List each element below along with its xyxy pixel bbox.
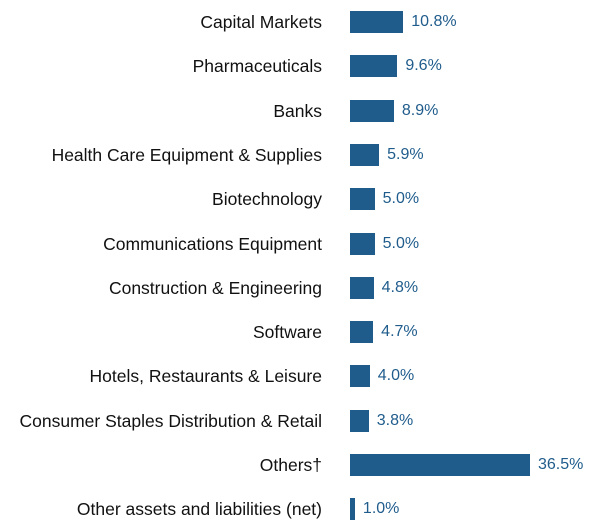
- value-label: 9.6%: [405, 57, 442, 75]
- bar-row: Other assets and liabilities (net) 1.0%: [0, 487, 600, 527]
- value-label: 8.9%: [401, 101, 439, 119]
- category-label: Consumer Staples Distribution & Retail: [19, 410, 323, 431]
- bar: [350, 409, 369, 432]
- bar: [350, 55, 398, 78]
- bar: [350, 365, 370, 388]
- bar-row: Capital Markets 10.8%: [0, 0, 600, 44]
- bar: [350, 321, 374, 344]
- category-label: Health Care Equipment & Supplies: [51, 144, 322, 165]
- value-label: 4.8%: [381, 278, 419, 296]
- bar-row: Pharmaceuticals 9.6%: [0, 44, 600, 88]
- category-label: Software: [252, 322, 322, 343]
- value-label: 4.7%: [381, 323, 418, 341]
- bar: [350, 11, 404, 33]
- bar: [350, 454, 530, 476]
- bar: [350, 99, 394, 122]
- value-label: 10.8%: [411, 13, 457, 30]
- value-label: 5.0%: [382, 234, 420, 252]
- bar: [350, 143, 380, 166]
- category-label: Other assets and liabilities (net): [76, 499, 322, 520]
- category-label: Capital Markets: [200, 12, 322, 32]
- bar-row: Communications Equipment 5.0%: [0, 222, 600, 266]
- value-label: 4.0%: [377, 367, 415, 385]
- bar-row: Software 4.7%: [0, 310, 600, 354]
- category-label: Pharmaceuticals: [192, 56, 322, 77]
- category-label: Biotechnology: [212, 189, 322, 210]
- bar-row: Others† 36.5%: [0, 443, 600, 487]
- category-label: Hotels, Restaurants & Leisure: [89, 366, 322, 387]
- bar-row: Hotels, Restaurants & Leisure 4.0%: [0, 354, 600, 398]
- category-label: Banks: [273, 100, 322, 121]
- value-label: 5.0%: [382, 190, 420, 208]
- bar: [350, 188, 375, 211]
- bar: [350, 276, 374, 299]
- category-label: Others†: [259, 455, 322, 475]
- value-label: 5.9%: [387, 145, 424, 163]
- bar: [350, 498, 355, 521]
- bar-row: Construction & Engineering 4.8%: [0, 266, 600, 310]
- category-label: Communications Equipment: [103, 233, 322, 254]
- category-label: Construction & Engineering: [108, 277, 322, 298]
- value-label: 1.0%: [362, 500, 400, 518]
- value-label: 36.5%: [538, 456, 584, 473]
- bar-row: Consumer Staples Distribution & Retail 3.…: [0, 399, 600, 443]
- value-label: 3.8%: [376, 411, 414, 429]
- bar: [350, 232, 375, 255]
- bar-row: Banks 8.9%: [0, 89, 600, 133]
- bar-row: Health Care Equipment & Supplies 5.9%: [0, 133, 600, 177]
- bar-row: Biotechnology 5.0%: [0, 177, 600, 221]
